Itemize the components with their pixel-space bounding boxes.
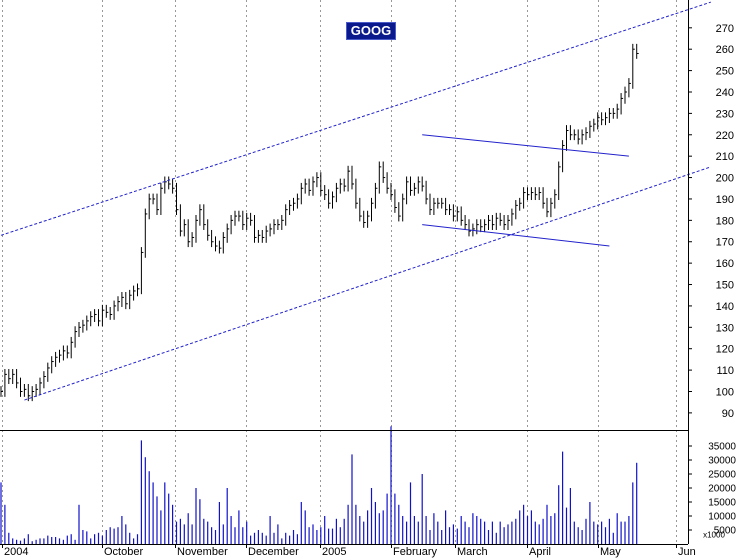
trendline xyxy=(422,134,629,157)
trendlines xyxy=(0,1,711,401)
price-tick-label: 140 xyxy=(716,301,734,313)
volume-tick-label: 10000 xyxy=(708,512,736,523)
volume-tick-label: 25000 xyxy=(708,470,736,481)
trendline xyxy=(422,224,610,247)
price-tick-label: 200 xyxy=(716,173,734,185)
volume-tick-label: 35000 xyxy=(708,442,736,453)
volume-bars xyxy=(0,426,638,544)
price-tick-label: 160 xyxy=(716,258,734,270)
volume-tick-label: 5000 xyxy=(714,526,737,537)
price-tick-label: 180 xyxy=(716,215,734,227)
price-tick-label: 260 xyxy=(716,44,734,56)
axes xyxy=(0,0,692,548)
price-tick-label: 150 xyxy=(716,280,734,292)
price-tick-label: 90 xyxy=(722,408,734,420)
x-tick-label: December xyxy=(248,546,299,558)
price-tick-label: 130 xyxy=(716,322,734,334)
tick-labels: 90 100 110 120 130 140 150 160 170 180 190 200 210 22… xyxy=(4,23,736,558)
price-tick-label: 230 xyxy=(716,108,734,120)
x-tick-label: May xyxy=(600,546,621,558)
price-tick-label: 110 xyxy=(716,365,734,377)
x-tick-label: 2004 xyxy=(4,546,28,558)
x-tick-label: April xyxy=(529,546,551,558)
price-tick-label: 270 xyxy=(716,23,734,35)
price-tick-label: 220 xyxy=(716,130,734,142)
price-tick-label: 120 xyxy=(716,344,734,356)
x-tick-label: Jun xyxy=(678,546,696,558)
volume-tick-label: 30000 xyxy=(708,456,736,467)
price-tick-label: 250 xyxy=(716,66,734,78)
price-tick-label: 170 xyxy=(716,237,734,249)
volume-multiplier-label: x1000 xyxy=(703,531,725,540)
x-tick-label: October xyxy=(104,546,143,558)
price-tick-label: 100 xyxy=(716,386,734,398)
volume-tick-label: 15000 xyxy=(708,498,736,509)
x-tick-label: March xyxy=(457,546,488,558)
price-tick-label: 210 xyxy=(716,151,734,163)
price-bars xyxy=(0,43,639,402)
price-tick-label: 190 xyxy=(716,194,734,206)
trendline xyxy=(24,166,711,401)
x-tick-label: February xyxy=(393,546,438,558)
x-tick-label: 2005 xyxy=(322,546,346,558)
trendline xyxy=(0,1,711,236)
price-tick-label: 240 xyxy=(716,87,734,99)
chart-title: GOOG xyxy=(346,22,396,40)
volume-tick-label: 20000 xyxy=(708,484,736,495)
grid-lines xyxy=(2,0,677,544)
x-tick-label: November xyxy=(177,546,228,558)
